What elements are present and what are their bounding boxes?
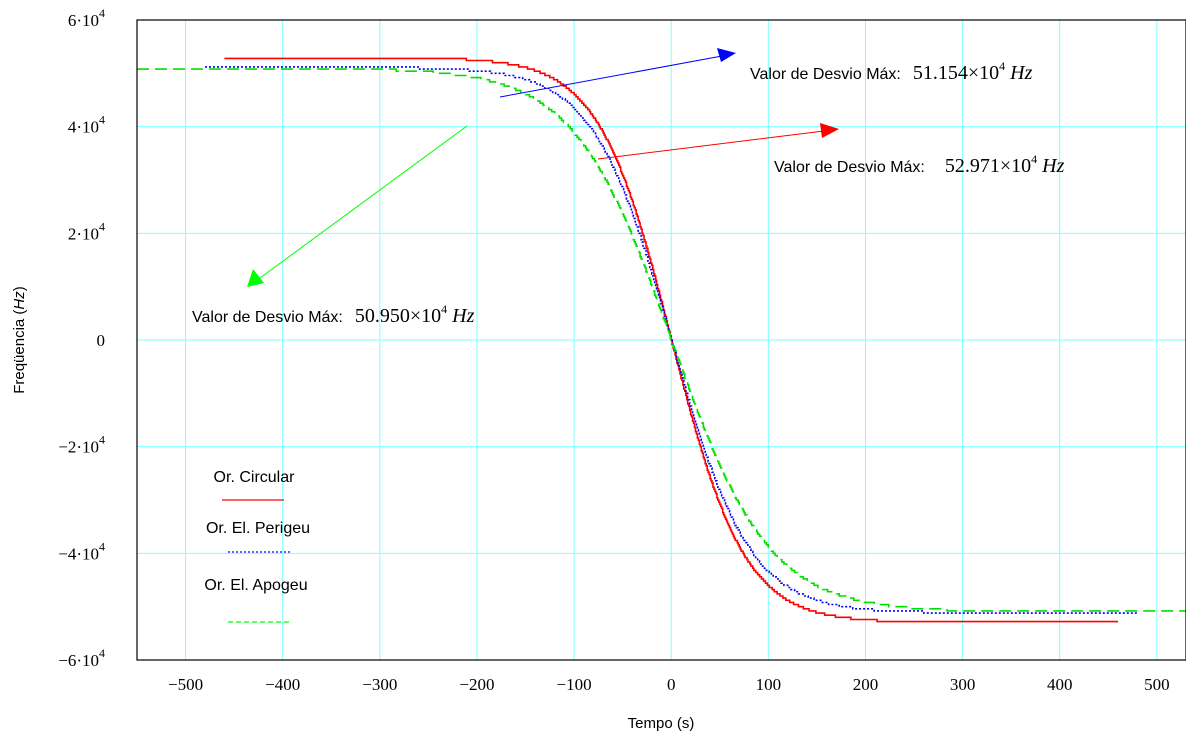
y-tick-label: 6·104 (68, 6, 105, 30)
y-tick-label: −4·104 (58, 539, 105, 563)
green-arrowhead (247, 269, 264, 287)
y-tick-labels: 6·104 4·104 2·104 0 −2·104 −4·104 −6·104 (58, 6, 105, 670)
x-tick-label: −200 (459, 675, 494, 694)
x-tick-label: 0 (667, 675, 676, 694)
x-tick-label: 100 (756, 675, 782, 694)
series-line (205, 66, 1138, 614)
annotation-red: Valor de Desvio Máx: 52.971×104 Hz (774, 152, 1065, 177)
y-axis-label: Freqüencia (Hz) (11, 286, 28, 394)
grid-lines (137, 19, 1186, 661)
y-tick-label: −6·104 (58, 646, 105, 670)
x-axis-label: Tempo (s) (628, 715, 695, 732)
x-tick-label: −500 (168, 675, 203, 694)
legend-label-perigeu: Or. El. Perigeu (206, 520, 310, 537)
legend-label-circular: Or. Circular (214, 469, 296, 486)
legend-label-apogeu: Or. El. Apogeu (204, 577, 307, 594)
x-tick-label: 200 (853, 675, 879, 694)
x-tick-label: 300 (950, 675, 976, 694)
blue-annotation-arrow (499, 55, 723, 98)
green-annotation-arrow (259, 125, 468, 279)
annotation-green: Valor de Desvio Máx: 50.950×104 Hz (192, 302, 475, 327)
x-tick-label: −400 (265, 675, 300, 694)
x-tick-label: 500 (1144, 675, 1170, 694)
y-tick-label: −2·104 (58, 433, 105, 457)
x-tick-label: −300 (362, 675, 397, 694)
x-tick-label: 400 (1047, 675, 1073, 694)
red-arrowhead (820, 123, 839, 138)
annotation-arrows (247, 48, 839, 287)
annotation-blue: Valor de Desvio Máx: 51.154×104 Hz (750, 59, 1033, 84)
series-line (137, 68, 1186, 612)
y-tick-label: 2·104 (68, 219, 105, 243)
legend: Or. Circular Or. El. Perigeu Or. El. Apo… (204, 469, 310, 623)
y-tick-label: 4·104 (68, 113, 105, 137)
plot-frame (136, 19, 1186, 661)
series-line (224, 57, 1118, 623)
series-lines (137, 57, 1186, 623)
x-tick-labels: −500 −400 −300 −200 −100 0 100 200 300 400 500 (168, 675, 1170, 694)
blue-arrowhead (717, 48, 736, 62)
red-annotation-arrow (597, 130, 825, 160)
y-tick-label: 0 (97, 331, 106, 350)
x-tick-label: −100 (557, 675, 592, 694)
